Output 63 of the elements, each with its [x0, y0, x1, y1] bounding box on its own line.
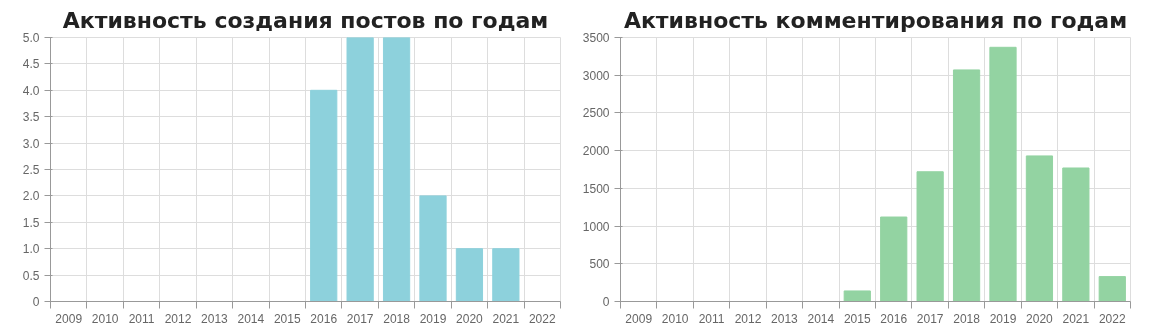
- x-tick-label: 2014: [807, 311, 835, 326]
- x-tick-label: 2016: [880, 311, 908, 326]
- bar: [1062, 167, 1090, 302]
- x-tick-label: 2010: [91, 311, 119, 326]
- x-tick-label: 2016: [310, 311, 338, 326]
- x-tick-label: 2019: [989, 311, 1017, 326]
- x-tick-label: 2009: [55, 311, 83, 326]
- bar: [492, 248, 520, 302]
- bar: [916, 171, 944, 302]
- y-tick-label: 3500: [582, 31, 610, 45]
- y-tick-label: 0: [32, 295, 40, 309]
- y-tick-label: 4.5: [22, 57, 40, 72]
- chart-title: Активность комментирования по годам: [623, 7, 1128, 33]
- bar: [382, 37, 411, 302]
- x-tick-label: 2009: [625, 311, 653, 326]
- x-tick-label: 2018: [383, 311, 411, 326]
- bar: [843, 290, 871, 302]
- chart-title: Активность создания постов по годам: [62, 7, 549, 33]
- x-tick-label: 2017: [916, 311, 944, 326]
- y-tick-label: 1500: [582, 181, 610, 196]
- x-tick-label: 2015: [273, 311, 301, 326]
- x-tick-label: 2013: [771, 311, 799, 326]
- x-tick-label: 2010: [661, 311, 689, 326]
- bar: [310, 89, 338, 302]
- y-tick-label: 1.0: [22, 242, 40, 257]
- y-tick-label: 4.0: [22, 83, 40, 98]
- y-tick-label: 5.0: [22, 31, 40, 45]
- x-tick-label: 2018: [953, 311, 981, 326]
- x-tick-label: 2013: [201, 311, 229, 326]
- y-tick-label: 0.5: [22, 268, 40, 283]
- bar: [1098, 276, 1126, 302]
- y-tick-label: 500: [589, 257, 610, 272]
- y-tick-label: 1.5: [22, 215, 40, 230]
- x-tick-label: 2012: [734, 311, 762, 326]
- bar: [1025, 155, 1054, 302]
- x-tick-label: 2021: [492, 311, 520, 326]
- bar: [952, 69, 981, 302]
- x-tick-label: 2022: [528, 311, 556, 326]
- x-tick-label: 2019: [419, 311, 447, 326]
- x-tick-label: 2015: [843, 311, 871, 326]
- y-tick-label: 3000: [582, 68, 610, 83]
- x-tick-label: 2020: [1026, 311, 1054, 326]
- x-tick-label: 2017: [346, 311, 374, 326]
- x-tick-label: 2022: [1098, 311, 1126, 326]
- y-tick-label: 2.5: [22, 163, 40, 177]
- x-tick-label: 2021: [1062, 311, 1090, 326]
- bar: [989, 46, 1017, 302]
- x-tick-label: 2014: [237, 311, 265, 326]
- x-tick-label: 2011: [128, 311, 155, 326]
- bar: [880, 216, 908, 302]
- x-tick-label: 2012: [164, 311, 192, 326]
- x-tick-label: 2011: [698, 311, 725, 326]
- y-tick-label: 0: [602, 295, 610, 309]
- y-tick-label: 1000: [582, 219, 610, 234]
- y-tick-label: 2000: [582, 144, 610, 159]
- y-tick-label: 2500: [582, 106, 610, 121]
- y-tick-label: 3.5: [22, 110, 40, 125]
- y-tick-label: 2.0: [22, 189, 40, 204]
- x-tick-label: 2020: [456, 311, 484, 326]
- y-tick-label: 3.0: [22, 136, 40, 151]
- bar: [455, 248, 484, 302]
- bar: [346, 37, 374, 302]
- bar: [419, 195, 447, 302]
